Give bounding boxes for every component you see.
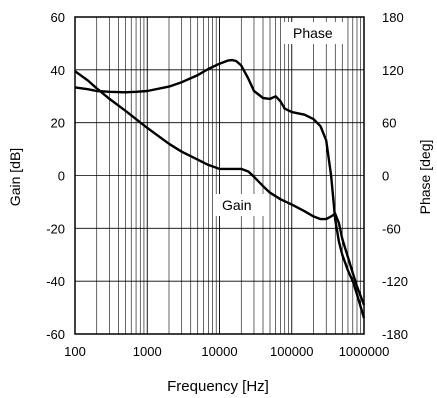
x-tick-label: 1000000 — [339, 344, 390, 359]
x-tick-label: 10000 — [201, 344, 237, 359]
phase-annotation-box — [284, 22, 344, 44]
gain-curve — [74, 70, 366, 306]
y-left-tick-label: 40 — [51, 63, 65, 78]
y-axis-label-left: Gain [dB] — [7, 148, 23, 206]
y-right-tick-label: -180 — [382, 327, 408, 342]
y-right-tick-label: -120 — [382, 274, 408, 289]
x-tick-label: 100 — [64, 344, 86, 359]
x-axis-label: Frequency [Hz] — [167, 378, 269, 395]
phase-curve — [74, 58, 366, 319]
x-tick-label: 100000 — [270, 344, 313, 359]
x-tick-label: 1000 — [133, 344, 162, 359]
phase-annotation: Phase — [293, 25, 333, 41]
y-right-tick-label: 180 — [382, 10, 404, 25]
y-left-tick-label: 60 — [51, 10, 65, 25]
gain-annotation: Gain — [222, 197, 252, 213]
y-right-tick-label: 120 — [382, 63, 404, 78]
y-right-tick-label: -60 — [382, 221, 401, 236]
plot-frame — [74, 16, 365, 335]
y-left-tick-label: 20 — [51, 116, 65, 131]
y-left-tick-label: -40 — [46, 274, 65, 289]
gain-annotation-box — [215, 194, 267, 216]
y-axis-label-right: Phase [deg] — [417, 140, 433, 215]
y-right-tick-label: 0 — [382, 169, 389, 184]
series-lines — [74, 58, 366, 319]
tick-labels: 100 1000 10000 100000 1000000 60 40 20 0 -20 -40 -6… — [46, 10, 408, 359]
y-right-tick-label: 60 — [382, 116, 396, 131]
y-left-tick-label: 0 — [58, 169, 65, 184]
grid — [75, 17, 364, 334]
y-left-tick-label: -60 — [46, 327, 65, 342]
y-left-tick-label: -20 — [46, 221, 65, 236]
